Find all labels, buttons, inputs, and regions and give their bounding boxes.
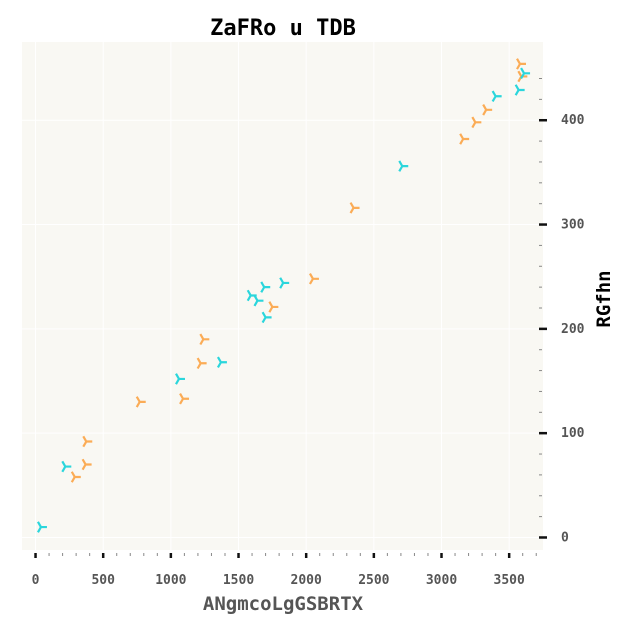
- y-tick-label: 200: [561, 322, 585, 337]
- data-point: [260, 281, 271, 293]
- y-tick-label: 100: [561, 426, 585, 441]
- data-point: [199, 333, 210, 346]
- data-point: [279, 277, 290, 289]
- data-point: [253, 294, 264, 307]
- data-point: [268, 301, 279, 313]
- x-axis-label: ANgmcoLgGSBRTX: [203, 593, 364, 615]
- y-tick-label: 400: [561, 113, 585, 128]
- data-point: [520, 67, 531, 80]
- plot-background: [22, 42, 543, 550]
- data-point: [491, 90, 502, 103]
- y-tick-label: 0: [561, 530, 569, 545]
- x-tick-label: 2000: [291, 573, 322, 588]
- x-axis: 0 500 1000 1500 2000 2500 3000 3500: [32, 553, 537, 588]
- data-point: [216, 356, 227, 369]
- data-point: [70, 471, 81, 483]
- data-point: [196, 357, 207, 370]
- x-tick-label: 3000: [426, 573, 457, 588]
- data-point: [81, 458, 92, 471]
- data-point: [482, 104, 493, 116]
- data-point: [398, 160, 409, 172]
- chart-title: ZaFRo u TDB: [210, 16, 356, 41]
- data-point: [61, 460, 72, 473]
- grid: [22, 42, 543, 550]
- data-point: [514, 84, 525, 96]
- data-point: [179, 392, 190, 405]
- x-tick-label: 3500: [494, 573, 525, 588]
- data-point: [349, 202, 360, 214]
- x-tick-label: 1500: [223, 573, 254, 588]
- data-point: [175, 373, 185, 385]
- x-tick-label: 2500: [358, 573, 389, 588]
- data-point: [471, 116, 482, 129]
- x-tick-label: 0: [32, 573, 40, 588]
- data-point: [516, 58, 526, 70]
- y-tick-label: 300: [561, 218, 585, 233]
- data-point: [459, 133, 470, 145]
- data-point: [82, 435, 93, 448]
- data-point: [135, 396, 146, 408]
- y-axis-label: RGfhn: [593, 270, 615, 327]
- x-tick-label: 500: [91, 573, 115, 588]
- data-point: [261, 311, 272, 324]
- data-point: [308, 273, 319, 285]
- data-point: [36, 521, 47, 533]
- data-points: [36, 58, 531, 533]
- x-tick-label: 1000: [155, 573, 186, 588]
- y-axis: 0 100 200 300 400: [539, 78, 585, 545]
